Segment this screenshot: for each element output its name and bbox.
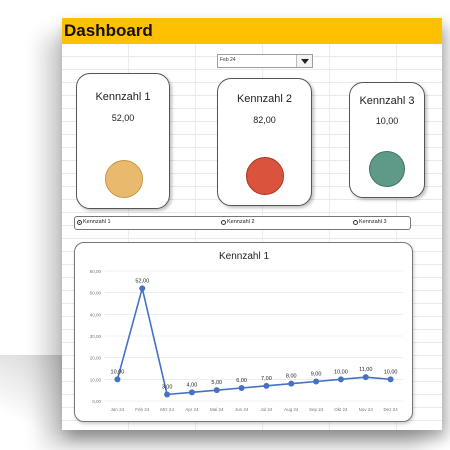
x-tick-label: Jun 24 — [235, 407, 249, 412]
radio-unchecked-icon[interactable] — [353, 219, 358, 225]
kpi-card-value: 10,00 — [375, 116, 399, 126]
kpi-card-value: 52,00 — [111, 113, 135, 123]
data-label: 8,00 — [286, 374, 297, 380]
status-indicator-circle — [246, 157, 284, 195]
kpi-card-title: Kennzahl 3 — [359, 95, 415, 107]
dashboard-sheet: Dashboard Feb 24 Kennzahl 1 52,00 Kennza… — [62, 18, 442, 430]
data-point — [362, 374, 369, 381]
kpi-card-value: 82,00 — [253, 115, 276, 125]
data-point — [164, 391, 171, 398]
radio-checked-icon[interactable] — [77, 219, 82, 225]
data-point — [188, 389, 195, 396]
line-chart: Kennzahl 1 0,00 10,00 20,00 30,00 40,00 50,00 6… — [90, 251, 403, 412]
data-label: 5,00 — [211, 380, 222, 386]
y-tick-label: 40,00 — [90, 312, 102, 317]
y-tick-label: 60,00 — [90, 269, 102, 274]
radio-label: Kennzahl 1 — [83, 219, 111, 225]
kpi-radio-group: Kennzahl 1 Kennzahl 2 Kennzahl 3 — [74, 216, 411, 230]
data-point — [139, 285, 146, 292]
data-point — [387, 376, 394, 383]
data-point — [337, 376, 344, 383]
data-label: 10,00 — [384, 369, 398, 375]
data-label: 52,00 — [135, 278, 149, 284]
x-tick-label: Dez 24 — [383, 407, 398, 412]
data-label: 9,00 — [311, 372, 322, 378]
radio-kennzahl-2[interactable]: Kennzahl 2 — [221, 219, 255, 225]
data-label: 7,00 — [261, 376, 272, 382]
x-tick-label: Mrz 24 — [160, 407, 174, 412]
data-label: 10,00 — [334, 369, 348, 375]
chevron-down-icon[interactable] — [296, 55, 312, 67]
data-point — [288, 380, 295, 387]
data-point — [263, 382, 270, 389]
data-point — [114, 376, 121, 383]
x-tick-label: Okt 24 — [334, 407, 348, 412]
kpi-card-2: Kennzahl 2 82,00 — [217, 78, 312, 206]
y-tick-label: 0,00 — [92, 399, 101, 404]
x-tick-label: Aug 24 — [284, 407, 299, 412]
y-tick-label: 20,00 — [90, 356, 102, 361]
x-tick-label: Nov 24 — [359, 407, 374, 412]
y-tick-label: 30,00 — [90, 334, 102, 339]
status-indicator-circle — [369, 151, 405, 187]
data-label: 10,00 — [111, 369, 125, 375]
x-tick-label: Feb 24 — [135, 407, 150, 412]
chart-title: Kennzahl 1 — [219, 251, 269, 262]
kpi-card-1: Kennzahl 1 52,00 — [76, 73, 170, 209]
x-tick-label: Mai 24 — [210, 407, 224, 412]
data-label: 4,00 — [187, 382, 198, 388]
kpi-card-title: Kennzahl 2 — [236, 93, 293, 105]
y-tick-label: 50,00 — [90, 291, 102, 296]
series-line — [116, 287, 391, 396]
radio-unchecked-icon[interactable] — [221, 219, 226, 225]
radio-kennzahl-1[interactable]: Kennzahl 1 — [77, 219, 111, 225]
line-chart-panel: Kennzahl 1 0,00 10,00 20,00 30,00 40,00 50,00 6… — [74, 242, 413, 422]
period-dropdown-value: Feb 24 — [220, 57, 236, 63]
period-dropdown[interactable]: Feb 24 — [217, 54, 313, 68]
page-title: Dashboard — [64, 21, 153, 40]
kpi-card-title: Kennzahl 1 — [95, 91, 151, 103]
x-tick-label: Sep 24 — [309, 407, 324, 412]
kpi-card-3: Kennzahl 3 10,00 — [349, 82, 425, 198]
x-tick-label: Apr 24 — [185, 407, 199, 412]
data-point — [313, 378, 320, 385]
x-tick-label: Jan 24 — [111, 407, 125, 412]
data-label: 11,00 — [359, 367, 372, 373]
radio-kennzahl-3[interactable]: Kennzahl 3 — [353, 219, 387, 225]
data-label: 6,00 — [236, 378, 247, 384]
radio-label: Kennzahl 2 — [227, 219, 255, 225]
data-label: 3,00 — [162, 385, 173, 391]
data-point — [213, 387, 220, 394]
x-tick-label: Jul 24 — [260, 407, 273, 412]
status-indicator-circle — [105, 160, 143, 198]
data-point — [238, 385, 245, 391]
radio-label: Kennzahl 3 — [359, 219, 387, 225]
title-bar: Dashboard — [62, 18, 442, 44]
y-tick-label: 10,00 — [90, 377, 102, 382]
